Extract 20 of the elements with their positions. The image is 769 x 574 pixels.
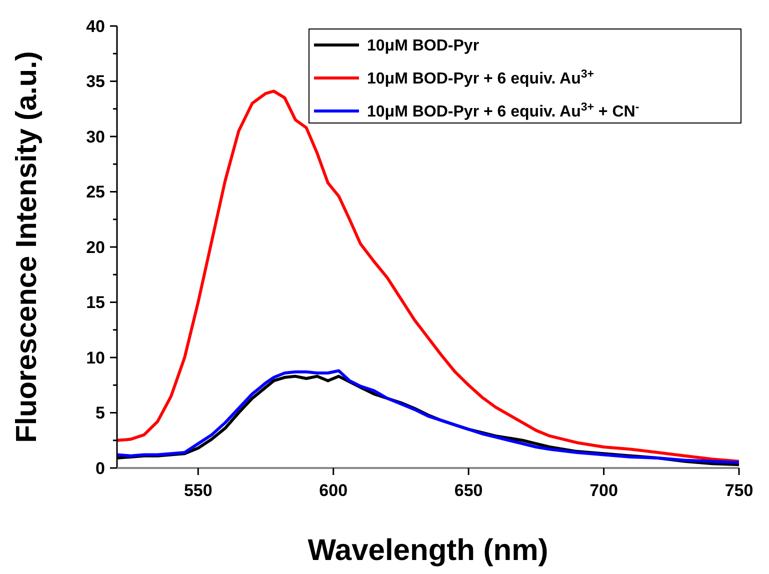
- x-tick-label: 750: [724, 481, 754, 500]
- legend-label: 10μM BOD-Pyr + 6 equiv. Au$^{3+}$ + CN$^{-}$: [367, 102, 640, 121]
- y-tick-label: 30: [86, 127, 105, 146]
- y-tick-label: 35: [86, 72, 105, 92]
- x-tick-label: 550: [184, 481, 212, 500]
- line-series: [117, 90, 739, 463]
- x-axis-title: Wavelength (nm): [308, 534, 548, 567]
- legend-label: 10μM BOD-Pyr + 6 equiv. Au$^{3+}$: [367, 68, 594, 88]
- y-tick-label: 10: [86, 348, 105, 368]
- x-tick-label: 700: [590, 481, 618, 500]
- y-tick-label: 25: [86, 182, 105, 202]
- y-tick-label: 5: [96, 404, 105, 423]
- x-tick-label: 650: [454, 481, 483, 500]
- y-tick-label: 20: [86, 238, 105, 257]
- legend-label: 10μM BOD-Pyr: [367, 38, 480, 55]
- x-tick-label: 600: [319, 481, 348, 500]
- y-tick-label: 0: [96, 458, 105, 478]
- y-tick-label: 40: [86, 16, 105, 36]
- y-tick-label: 15: [86, 293, 105, 312]
- y-axis-title: Fluorescence Intensity (a.u.): [11, 51, 43, 443]
